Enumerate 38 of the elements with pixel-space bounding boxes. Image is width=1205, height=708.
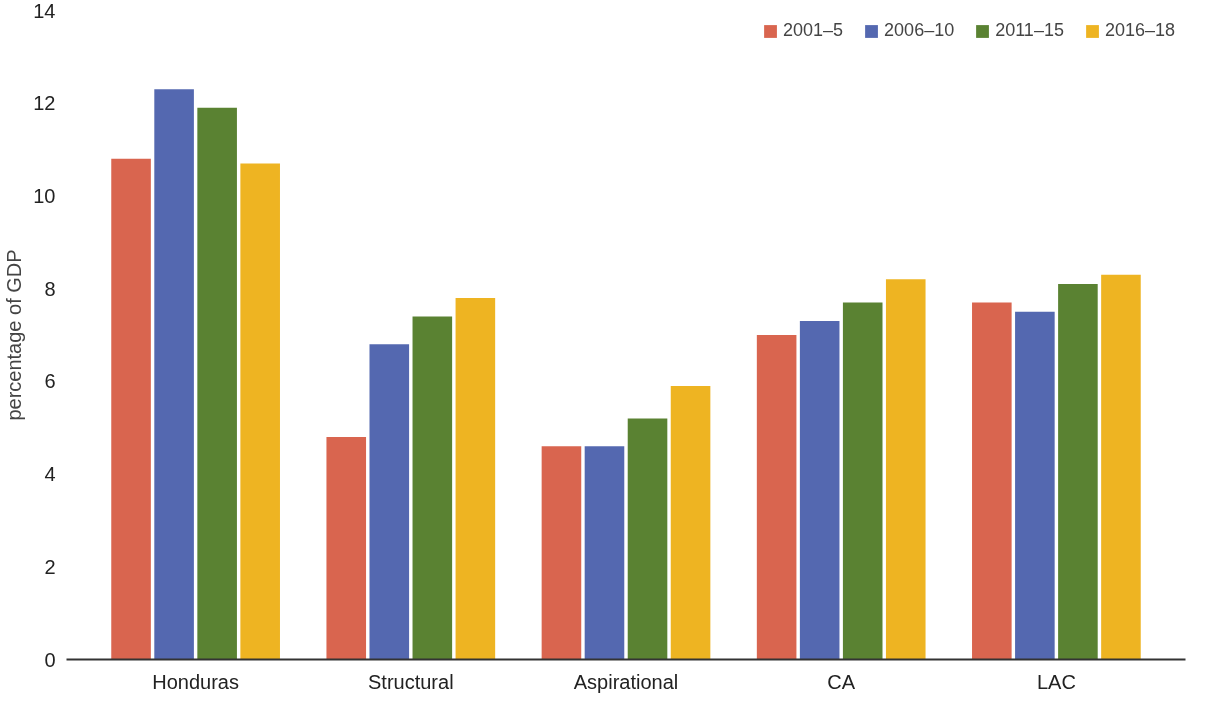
bar [1101,274,1141,660]
x-tick-label: Aspirational [573,670,679,693]
legend-label: 2011–15 [995,20,1064,41]
y-tick-label: 8 [44,277,56,300]
bar [584,446,625,660]
y-tick-label: 0 [44,648,56,671]
legend-label: 2006–10 [884,20,955,41]
bar [154,89,194,660]
bar [326,436,367,660]
y-axis-title: percentage of GDP [3,249,26,421]
y-tick-label: 2 [44,555,56,578]
y-tick-label: 12 [33,92,56,115]
bar [972,302,1012,660]
bar [369,344,410,660]
y-tick-label: 4 [44,463,56,486]
bar [627,418,668,660]
x-tick-label: Honduras [152,670,239,693]
bar [1015,311,1055,660]
bar [111,158,151,660]
y-tick-label: 14 [33,0,56,22]
x-tick-label: CA [827,670,856,693]
bar [197,107,237,660]
legend-label: 2016–18 [1104,20,1175,41]
bar [885,279,926,660]
legend-label: 2001–5 [783,20,844,41]
bar [412,316,453,660]
bar [455,297,496,660]
x-tick-label: Structural [368,670,454,693]
x-tick-label: LAC [1036,670,1076,693]
bar [670,385,711,660]
bar [799,321,840,660]
bar [541,446,582,660]
bar [240,163,280,660]
y-tick-label: 6 [44,370,56,393]
bar [842,302,883,660]
y-tick-label: 10 [33,184,56,207]
bar [756,335,797,660]
bar [1058,284,1098,660]
